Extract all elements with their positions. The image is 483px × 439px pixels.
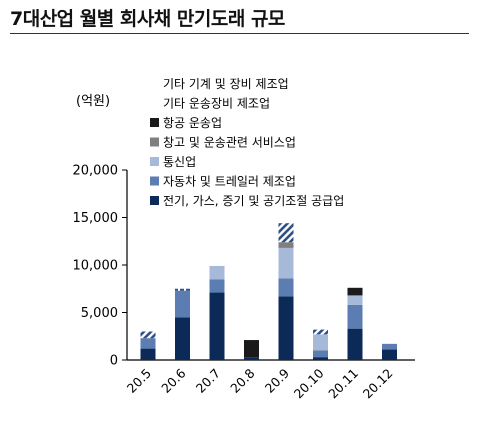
x-tick-label: 20.8 [227,365,257,395]
x-tick-label: 20.6 [158,365,188,395]
legend-swatch [150,137,159,147]
legend-label: 통신업 [163,155,196,169]
bar-segment [347,295,363,305]
x-tick-label: 20.11 [325,366,361,402]
bar-segment [244,340,259,358]
bar-segment [278,247,294,279]
x-tick-label: 20.7 [193,366,223,396]
legend-swatch [150,196,159,205]
bar-segment [313,334,328,351]
legend-swatch [150,157,159,166]
bar-segment [382,349,397,360]
legend-label: 항공 운송업 [163,116,222,130]
chart-title: 7대산업 월별 회사채 만기도래 규모 [10,8,285,30]
bar-segment [278,242,294,248]
bar-segment [313,357,328,360]
legend-label: 기타 운송장비 제조업 [163,97,270,111]
bar-segment [140,331,156,339]
y-tick-label: 5,000 [81,306,118,321]
bar-segment [209,279,225,293]
bar-segment [140,348,156,360]
y-axis-unit: (억원) [76,94,110,109]
bar-segment [209,265,225,280]
bar-segment [278,296,294,360]
y-tick-label: 0 [110,354,118,369]
bar-segment [140,338,156,349]
bar-segment [278,278,294,297]
legend-label: 기타 기계 및 장비 제조업 [163,77,289,91]
legend-label: 창고 및 운송관련 서비스업 [163,136,296,150]
x-tick-label: 20.12 [360,366,396,402]
legend-label: 전기, 가스, 증기 및 공기조절 공급업 [163,194,344,208]
bar-segment [175,288,190,291]
bar-segment [347,328,363,360]
bar-segment [175,290,190,318]
bar-segment [313,329,328,335]
x-tick-label: 20.5 [124,366,154,396]
bars [140,223,397,360]
x-tick-label: 20.10 [291,365,327,401]
bar-segment [382,343,397,350]
bar-segment [244,357,259,360]
bar-segment [278,223,294,243]
y-tick-label: 15,000 [73,211,119,226]
bar-segment [347,287,363,296]
y-tick-label: 10,000 [73,259,119,274]
bar-segment [175,317,190,360]
x-tick-label: 20.9 [262,365,292,395]
legend-swatch [150,176,159,186]
legend-swatch [150,118,159,127]
legend-label: 자동차 및 트레일러 제조업 [163,175,296,189]
y-tick-label: 20,000 [73,164,119,179]
bar-segment [313,350,328,358]
title-divider [10,33,469,34]
bar-segment [347,304,363,329]
bar-segment [209,292,225,360]
